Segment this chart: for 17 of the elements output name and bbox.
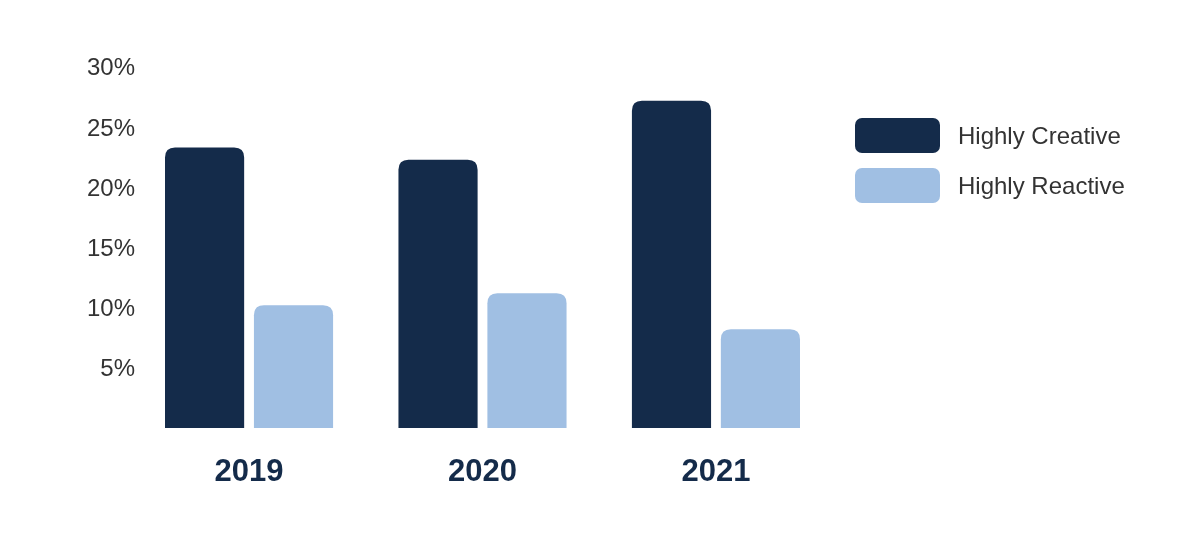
y-tick-label: 20% <box>86 173 135 201</box>
bar <box>631 100 712 428</box>
bar <box>398 159 478 428</box>
y-tick-label: 10% <box>86 294 135 322</box>
y-tick-label: 5% <box>100 354 135 382</box>
legend-label: Highly Reactive <box>958 172 1125 200</box>
x-tick-label: 2021 <box>681 453 751 488</box>
y-tick-label: 25% <box>86 113 135 141</box>
x-tick-label: 2020 <box>448 453 517 488</box>
bar <box>487 293 567 428</box>
x-tick-label: 2019 <box>214 453 284 488</box>
y-tick-label: 30% <box>86 53 135 81</box>
bar <box>165 147 245 428</box>
y-tick-label: 15% <box>86 233 135 261</box>
legend-label: Highly Creative <box>958 122 1121 150</box>
bar <box>253 305 334 428</box>
bar <box>720 329 800 428</box>
